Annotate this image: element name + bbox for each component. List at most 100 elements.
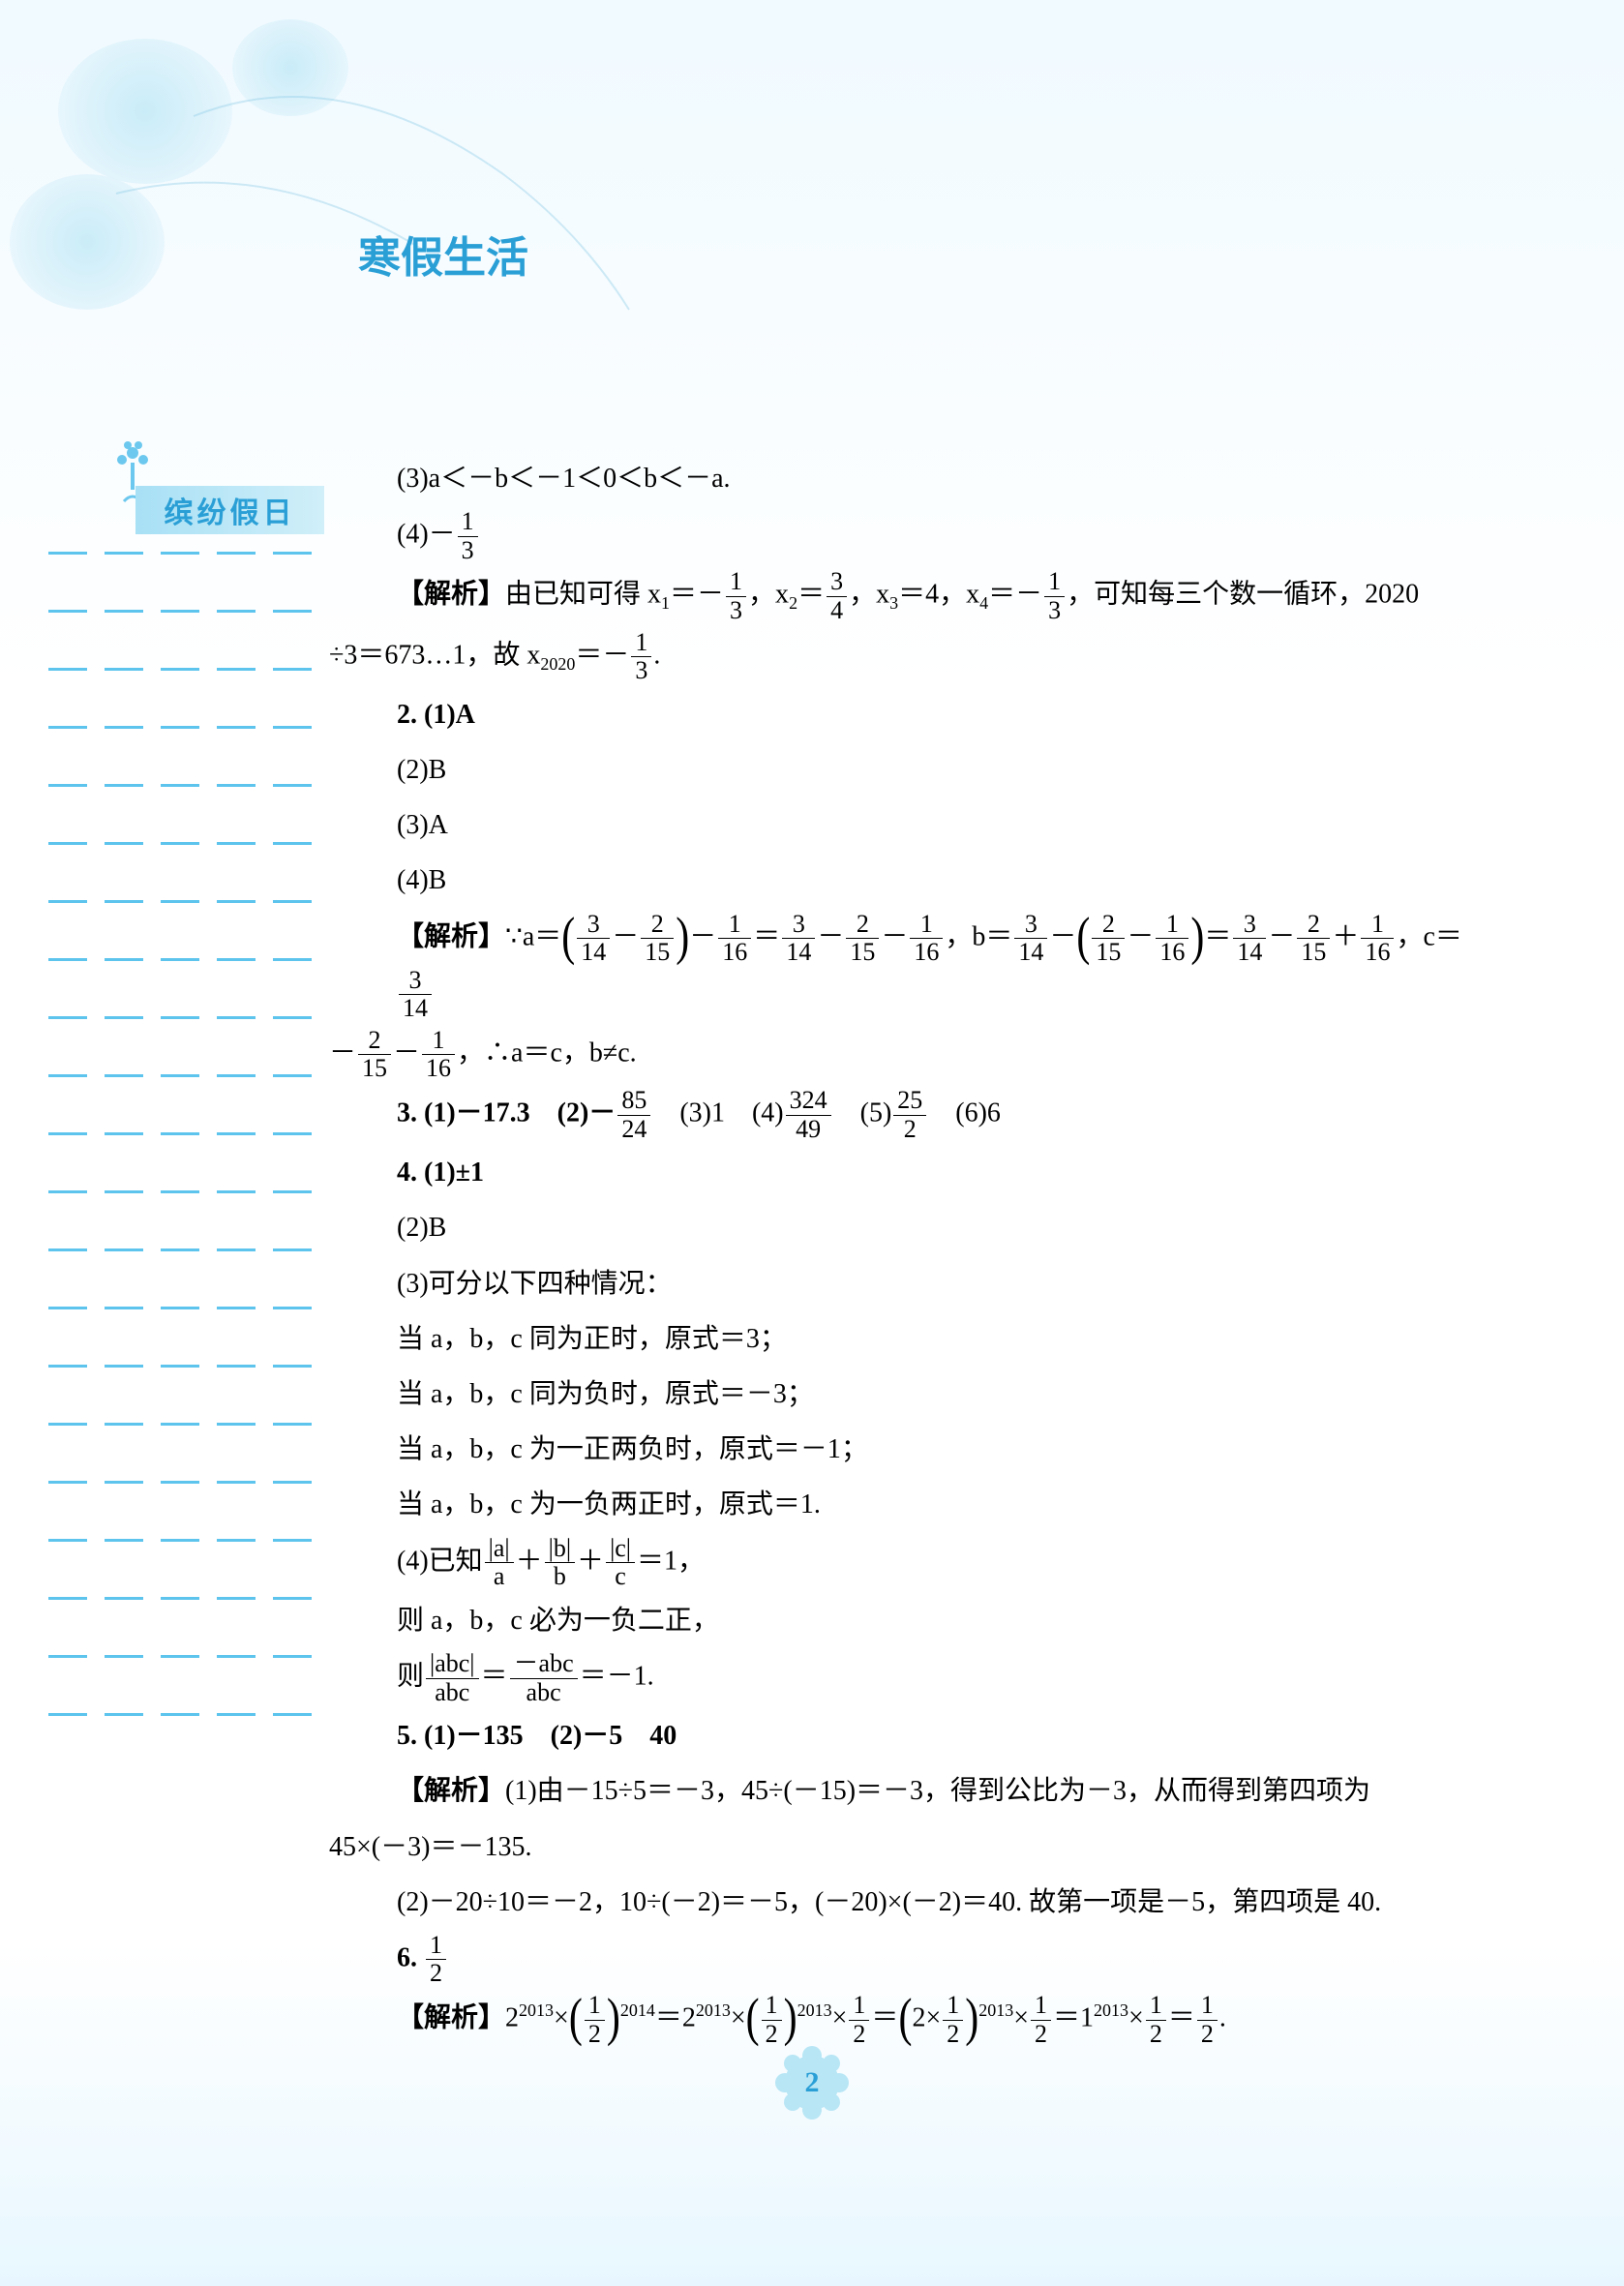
dash	[161, 1016, 199, 1019]
writing-line-row	[48, 1365, 329, 1368]
writing-line-row	[48, 900, 329, 903]
dash	[217, 1423, 256, 1426]
writing-line-row	[48, 784, 329, 787]
dash	[217, 958, 256, 961]
dash	[217, 784, 256, 787]
dash	[273, 1365, 312, 1368]
writing-line-row	[48, 1190, 329, 1193]
dash	[273, 1248, 312, 1251]
dash	[105, 958, 143, 961]
dash	[48, 958, 87, 961]
writing-line-row	[48, 958, 329, 961]
dash	[105, 726, 143, 729]
writing-line-row	[48, 610, 329, 613]
dash	[161, 1481, 199, 1484]
dash	[217, 552, 256, 555]
corner-decoration	[0, 0, 677, 436]
dash	[105, 1248, 143, 1251]
dash	[105, 1190, 143, 1193]
dash	[161, 1074, 199, 1077]
writing-line-row	[48, 1307, 329, 1309]
dash	[48, 1307, 87, 1309]
dash	[217, 726, 256, 729]
writing-line-row	[48, 1597, 329, 1600]
dash	[273, 1423, 312, 1426]
dash	[161, 784, 199, 787]
dash	[48, 1597, 87, 1600]
writing-line-row	[48, 1539, 329, 1542]
dash	[105, 1423, 143, 1426]
dash	[105, 842, 143, 845]
dash	[105, 1597, 143, 1600]
dash	[48, 1713, 87, 1716]
writing-line-row	[48, 552, 329, 555]
dash	[217, 1248, 256, 1251]
dash	[217, 1365, 256, 1368]
dash	[217, 668, 256, 671]
dash	[48, 668, 87, 671]
dash	[217, 1016, 256, 1019]
page-number-badge: 2	[773, 2044, 851, 2121]
content-body: (3)a＜－b＜－1＜0＜b＜－a. (4)－13 【解析】由已知可得 x1＝－…	[348, 453, 1490, 2052]
dash	[161, 726, 199, 729]
dash	[48, 1190, 87, 1193]
dash	[161, 1713, 199, 1716]
dash	[105, 668, 143, 671]
dash	[161, 1655, 199, 1658]
dash	[273, 610, 312, 613]
dash	[48, 1481, 87, 1484]
dash	[48, 1074, 87, 1077]
dash	[48, 552, 87, 555]
dash	[217, 1713, 256, 1716]
dash	[105, 784, 143, 787]
dash	[217, 1655, 256, 1658]
dash	[217, 1132, 256, 1135]
writing-line-row	[48, 1423, 329, 1426]
dash	[48, 1539, 87, 1542]
dash	[105, 900, 143, 903]
dash	[105, 1365, 143, 1368]
dash	[217, 1074, 256, 1077]
dash	[105, 552, 143, 555]
writing-line-row	[48, 1016, 329, 1019]
dash	[161, 1423, 199, 1426]
dash	[161, 1539, 199, 1542]
dash	[273, 552, 312, 555]
page-number: 2	[773, 2044, 851, 2121]
badge-text: 缤纷假日	[135, 486, 324, 534]
dash	[48, 1423, 87, 1426]
dash	[273, 900, 312, 903]
dash	[217, 610, 256, 613]
dash	[273, 1307, 312, 1309]
dash	[105, 1539, 143, 1542]
writing-line-row	[48, 726, 329, 729]
dash	[217, 842, 256, 845]
dash	[161, 1365, 199, 1368]
dash	[48, 610, 87, 613]
writing-line-row	[48, 1713, 329, 1716]
dash	[161, 1248, 199, 1251]
writing-line-row	[48, 1481, 329, 1484]
page-title: 寒假生活	[358, 223, 528, 285]
dash	[273, 842, 312, 845]
dash	[161, 610, 199, 613]
dash	[161, 552, 199, 555]
sidebar-badge: 缤纷假日	[102, 455, 324, 542]
dash	[161, 668, 199, 671]
writing-line-row	[48, 1074, 329, 1077]
jiexi-label: 【解析】	[397, 580, 505, 610]
dash	[217, 1597, 256, 1600]
dash	[161, 1307, 199, 1309]
dash	[48, 900, 87, 903]
dash	[217, 1307, 256, 1309]
dash	[273, 1190, 312, 1193]
writing-lines	[48, 552, 329, 1716]
dash	[48, 726, 87, 729]
dash	[217, 1190, 256, 1193]
dash	[105, 1655, 143, 1658]
dash	[273, 1539, 312, 1542]
dash	[105, 1307, 143, 1309]
dash	[273, 958, 312, 961]
dash	[48, 1016, 87, 1019]
text: (3)a＜－b＜－1＜0＜b＜－a.	[397, 464, 731, 494]
